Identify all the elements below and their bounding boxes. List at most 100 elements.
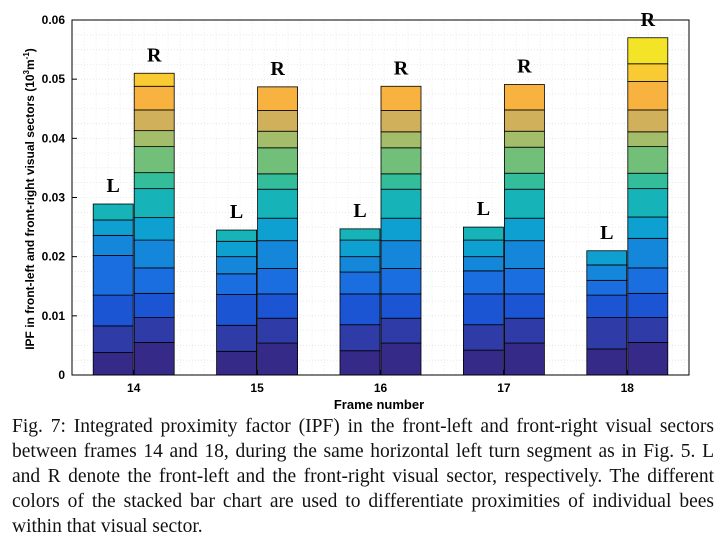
x-tick-label: 18	[621, 381, 635, 395]
bar-segment	[216, 273, 258, 295]
bar-segment	[627, 267, 669, 294]
bar-segment	[586, 294, 628, 319]
bar-segment	[216, 350, 258, 376]
bar-segment	[503, 188, 545, 219]
bar-segment	[257, 110, 299, 132]
bar-segment	[462, 349, 504, 376]
bar-segment	[216, 256, 258, 275]
bar-segment	[586, 348, 628, 376]
bar-segment	[380, 317, 422, 344]
bar-segment	[627, 188, 669, 218]
ticks: 0 0.01 0.02 0.03 0.04 0.05 0.06 14 15 16 17 18	[42, 13, 635, 395]
bars	[92, 37, 669, 376]
y-tick-label: 0.06	[42, 13, 66, 27]
bar-segment	[380, 110, 422, 133]
bar-segment	[462, 239, 504, 258]
bar-label: L	[600, 222, 613, 244]
x-tick-label: 17	[497, 381, 511, 395]
bar-segment	[462, 293, 504, 326]
bar-segment	[380, 85, 422, 111]
bar-segment	[339, 239, 381, 258]
bar-segment	[257, 293, 299, 319]
y-tick-label: 0	[58, 368, 65, 382]
bar-segment	[133, 109, 175, 132]
y-tick-label: 0.03	[42, 191, 66, 205]
bar-segment	[380, 217, 422, 242]
bar-label: L	[353, 200, 366, 222]
bar-segment	[216, 229, 258, 242]
y-tick-label: 0.01	[42, 309, 66, 323]
bar-segment	[92, 352, 134, 376]
bar-segment	[257, 342, 299, 376]
bar-segment	[503, 317, 545, 344]
bar-segment	[257, 240, 299, 269]
y-tick-label: 0.02	[42, 250, 66, 264]
bar-label: R	[147, 44, 162, 66]
bar-segment	[133, 292, 175, 319]
bar-segment	[586, 264, 628, 281]
bar-segment	[627, 37, 669, 65]
bar-segment	[627, 216, 669, 239]
bar-label: R	[641, 9, 656, 31]
bar-segment	[503, 172, 545, 190]
bar-segment	[503, 84, 545, 111]
bar-segment	[92, 255, 134, 296]
bar-segment	[586, 250, 628, 266]
bar-segment	[380, 268, 422, 295]
bar-segment	[257, 188, 299, 219]
bar-segment	[627, 292, 669, 319]
bar-segment	[257, 86, 299, 111]
bar-segment	[586, 279, 628, 296]
bar-segment	[257, 147, 299, 175]
bar-segment	[627, 109, 669, 133]
bar-segment	[257, 268, 299, 295]
bar-segment	[133, 317, 175, 343]
bar-segment	[339, 350, 381, 376]
y-tick-label: 0.04	[42, 131, 66, 145]
bar-segment	[133, 188, 175, 219]
bar-segment	[627, 172, 669, 190]
bar-segment	[462, 324, 504, 351]
bar-segment	[339, 256, 381, 273]
bar-segment	[627, 131, 669, 148]
bar-segment	[92, 234, 134, 256]
bar-label: R	[517, 55, 532, 77]
bar-segment	[339, 324, 381, 352]
bar-segment	[92, 325, 134, 353]
bar-segment	[339, 228, 381, 241]
bar-segment	[627, 237, 669, 269]
bar-segment	[503, 342, 545, 376]
bar-segment	[257, 217, 299, 242]
stacked-bar-chart: 0 0.01 0.02 0.03 0.04 0.05 0.06 14 15 16 17 18 L R L R…	[22, 9, 690, 412]
y-axis-label: IPF in front-left and front-right visual…	[22, 48, 37, 350]
bar-segment	[133, 239, 175, 269]
bar-segment	[216, 324, 258, 352]
x-axis-label: Frame number	[334, 397, 424, 412]
bar-segment	[133, 267, 175, 294]
x-tick-label: 15	[250, 381, 264, 395]
bar-segment	[380, 188, 422, 219]
bar-segment	[133, 72, 175, 87]
bar-segment	[503, 109, 545, 132]
bar-segment	[503, 268, 545, 295]
bar-segment	[627, 63, 669, 82]
bar-segment	[380, 293, 422, 319]
bar-label: L	[230, 201, 243, 223]
bar-segment	[627, 81, 669, 111]
figure-caption: Fig. 7: Integrated proximity factor (IPF…	[12, 416, 714, 537]
bar-segment	[133, 85, 175, 111]
bar-segment	[503, 240, 545, 269]
bar-segment	[339, 271, 381, 295]
bar-label: L	[477, 198, 490, 220]
bar-label: R	[394, 57, 409, 79]
bar-segment	[92, 203, 134, 221]
x-tick-label: 14	[127, 381, 141, 395]
bar-segment	[627, 146, 669, 174]
y-tick-label: 0.05	[42, 72, 66, 86]
bar-segment	[503, 146, 545, 174]
bar-segment	[462, 256, 504, 272]
bar-segment	[586, 317, 628, 350]
bar-segment	[92, 294, 134, 327]
bar-segment	[503, 293, 545, 319]
bar-label: L	[107, 175, 120, 197]
